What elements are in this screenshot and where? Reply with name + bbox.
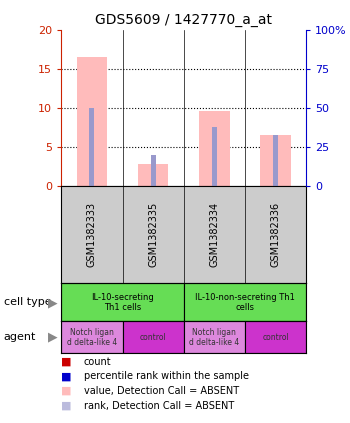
Bar: [61, 321, 122, 353]
Text: agent: agent: [4, 332, 36, 342]
Text: ■: ■: [61, 371, 72, 382]
Text: ■: ■: [61, 357, 72, 367]
Text: ▶: ▶: [48, 296, 57, 309]
Text: IL-10-secreting
Th1 cells: IL-10-secreting Th1 cells: [91, 293, 154, 312]
Text: percentile rank within the sample: percentile rank within the sample: [84, 371, 249, 382]
Bar: [260, 135, 291, 186]
Bar: [273, 135, 278, 186]
Text: ▶: ▶: [48, 331, 57, 344]
Text: value, Detection Call = ABSENT: value, Detection Call = ABSENT: [84, 386, 239, 396]
Bar: [122, 321, 184, 353]
Text: Notch ligan
d delta-like 4: Notch ligan d delta-like 4: [189, 328, 239, 347]
Bar: [184, 283, 306, 321]
Text: GSM1382333: GSM1382333: [87, 202, 97, 267]
Text: ■: ■: [61, 386, 72, 396]
Text: rank, Detection Call = ABSENT: rank, Detection Call = ABSENT: [84, 401, 234, 410]
Text: ■: ■: [61, 401, 72, 410]
Text: control: control: [262, 333, 289, 342]
Text: GSM1382335: GSM1382335: [148, 202, 158, 267]
Text: control: control: [140, 333, 167, 342]
Text: IL-10-non-secreting Th1
cells: IL-10-non-secreting Th1 cells: [195, 293, 295, 312]
Bar: [77, 57, 107, 186]
Bar: [199, 111, 230, 186]
Bar: [90, 108, 95, 186]
Text: count: count: [84, 357, 112, 367]
Text: Notch ligan
d delta-like 4: Notch ligan d delta-like 4: [67, 328, 117, 347]
Bar: [138, 164, 168, 186]
Text: GSM1382336: GSM1382336: [271, 202, 281, 267]
Bar: [151, 155, 156, 186]
Title: GDS5609 / 1427770_a_at: GDS5609 / 1427770_a_at: [95, 13, 272, 27]
Bar: [212, 127, 217, 186]
Bar: [61, 283, 184, 321]
Bar: [184, 321, 245, 353]
Text: GSM1382334: GSM1382334: [209, 202, 219, 267]
Text: cell type: cell type: [4, 297, 51, 308]
Bar: [245, 321, 306, 353]
